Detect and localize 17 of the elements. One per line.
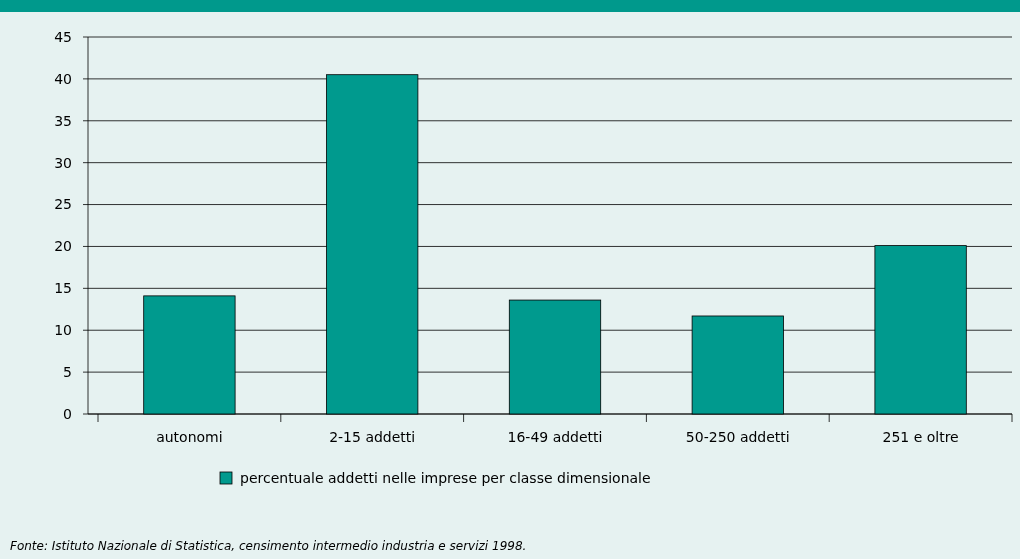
y-tick-label: 15 xyxy=(54,280,72,297)
x-tick-label: autonomi xyxy=(156,429,223,445)
y-tick-label: 45 xyxy=(54,28,72,45)
source-note: Fonte: Istituto Nazionale di Statistica, censimento intermedio industria e servizi 1998. xyxy=(10,539,527,553)
legend-label: percentuale addetti nelle imprese per classe dimensionale xyxy=(240,469,651,486)
x-tick-label: 251 e oltre xyxy=(882,429,959,445)
x-tick-label: 16-49 addetti xyxy=(507,429,603,445)
y-tick-label: 35 xyxy=(54,112,72,129)
x-tick-label: 2-15 addetti xyxy=(329,429,416,445)
y-tick-label: 40 xyxy=(54,70,72,87)
y-tick-label: 0 xyxy=(63,405,72,422)
y-tick-label: 30 xyxy=(54,154,72,171)
y-tick-label: 5 xyxy=(63,364,72,381)
y-tick-label: 25 xyxy=(54,196,72,213)
y-tick-label: 20 xyxy=(54,238,72,255)
x-tick-label: 50-250 addetti xyxy=(685,429,790,445)
y-tick-label: 10 xyxy=(54,322,72,339)
